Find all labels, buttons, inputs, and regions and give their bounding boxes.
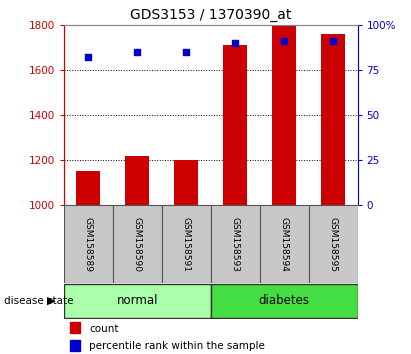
FancyBboxPatch shape — [309, 205, 358, 283]
Text: GSM158589: GSM158589 — [84, 217, 93, 272]
Bar — [125, 156, 150, 205]
Point — [134, 49, 141, 55]
Text: GSM158591: GSM158591 — [182, 217, 191, 272]
Point — [330, 38, 336, 44]
Point — [232, 40, 238, 46]
Text: count: count — [89, 324, 118, 333]
Text: percentile rank within the sample: percentile rank within the sample — [89, 341, 265, 351]
Text: GSM158595: GSM158595 — [328, 217, 337, 272]
Text: GSM158590: GSM158590 — [133, 217, 142, 272]
Text: ▶: ▶ — [47, 296, 55, 306]
Bar — [321, 34, 345, 205]
Point — [281, 38, 287, 44]
Text: GSM158593: GSM158593 — [231, 217, 240, 272]
Title: GDS3153 / 1370390_at: GDS3153 / 1370390_at — [130, 8, 291, 22]
FancyBboxPatch shape — [211, 205, 260, 283]
FancyBboxPatch shape — [211, 284, 358, 318]
FancyBboxPatch shape — [64, 284, 211, 318]
Bar — [272, 25, 296, 205]
Bar — [69, 322, 80, 333]
Bar — [69, 340, 80, 351]
Text: disease state: disease state — [4, 296, 74, 306]
Text: GSM158594: GSM158594 — [279, 217, 289, 272]
Text: diabetes: diabetes — [259, 295, 309, 307]
Bar — [76, 171, 100, 205]
FancyBboxPatch shape — [162, 205, 211, 283]
Point — [183, 49, 189, 55]
Bar — [174, 160, 199, 205]
FancyBboxPatch shape — [260, 205, 309, 283]
FancyBboxPatch shape — [64, 205, 113, 283]
Point — [85, 55, 92, 60]
Bar — [223, 45, 247, 205]
FancyBboxPatch shape — [113, 205, 162, 283]
Text: normal: normal — [116, 295, 158, 307]
